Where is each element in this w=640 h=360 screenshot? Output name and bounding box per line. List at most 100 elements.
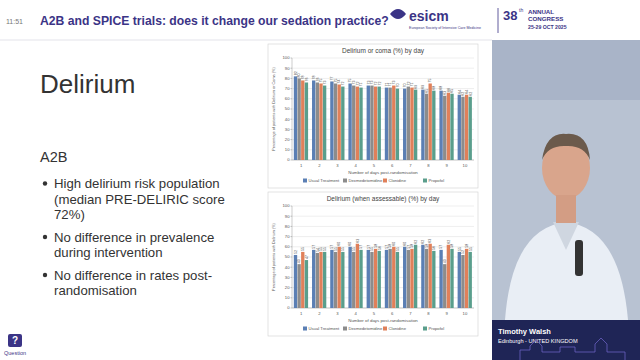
legend-swatch [383, 179, 387, 183]
y-tick-label: 40 [285, 265, 290, 270]
logo-name: esicm [409, 8, 449, 24]
x-tick-label: 2 [318, 311, 321, 316]
bar [403, 247, 406, 308]
legend-swatch [303, 327, 307, 331]
bar [319, 252, 322, 308]
data-label: 69 [414, 85, 418, 89]
x-tick-label: 7 [409, 311, 412, 316]
bar [425, 94, 428, 160]
bar [367, 250, 370, 308]
legend-label: Propofol [429, 326, 445, 331]
data-label: 55 [323, 247, 327, 251]
legend-swatch [343, 179, 347, 183]
microphone [575, 240, 583, 276]
data-label: 60 [392, 242, 396, 246]
bar [425, 249, 428, 308]
page: 11:51 A2B and SPICE trials: does it chang… [0, 0, 640, 360]
bar [316, 82, 319, 160]
y-tick-label: 50 [285, 254, 290, 259]
bar [447, 93, 450, 160]
bar [338, 85, 341, 160]
data-label: 72 [378, 82, 382, 86]
video-backdrop [492, 40, 640, 100]
bars [294, 76, 472, 160]
x-tick-label: 2 [318, 163, 321, 168]
bar [334, 252, 337, 308]
data-label: 56 [432, 246, 436, 250]
speaker-shirt [505, 222, 628, 320]
y-tick-label: 100 [283, 55, 291, 60]
data-label: 72 [341, 82, 345, 86]
data-label: 60 [348, 242, 352, 246]
bullet-dot [43, 181, 47, 185]
data-label: 65 [450, 89, 454, 93]
legend-label: Usual Treatment [309, 326, 341, 331]
x-tick-label: 8 [427, 311, 430, 316]
bar [378, 251, 381, 308]
legend-label: Clonidine [389, 178, 407, 183]
bar [301, 80, 304, 160]
bar [439, 250, 442, 308]
grid-line [292, 206, 474, 207]
bar [385, 88, 388, 160]
data-labels: 8280787678767573777574727573727173737272… [294, 71, 473, 95]
bars [294, 244, 472, 308]
x-tick-label: 9 [446, 163, 449, 168]
x-axis-label: Number of days post-randomisation [348, 318, 418, 323]
data-label: 57 [359, 245, 363, 249]
question-icon-bg [8, 334, 22, 347]
bar [410, 249, 413, 308]
data-label: 62 [469, 92, 473, 96]
speaker-panel [492, 40, 640, 360]
bullet-line: No difference in prevalence [54, 230, 214, 245]
data-label: 52 [461, 250, 465, 254]
y-tick-label: 90 [285, 214, 290, 219]
bar [294, 76, 297, 160]
x-tick-label: 3 [336, 163, 339, 168]
bar [301, 252, 304, 308]
bar [414, 90, 417, 160]
logo-edition-suffix: th [519, 7, 523, 13]
y-tick-label: 30 [285, 127, 290, 132]
speaker-name: Timothy Walsh [498, 327, 551, 336]
grid-line [292, 68, 474, 69]
logo-dates: 25-29 OCT 2025 [528, 24, 567, 30]
bar [458, 95, 461, 160]
y-tick-label: 40 [285, 117, 290, 122]
data-label: 55 [341, 247, 345, 251]
bar [443, 96, 446, 160]
x-tick-label: 4 [355, 311, 358, 316]
bar [352, 252, 355, 308]
bar [432, 251, 435, 308]
x-tick-label: 7 [409, 163, 412, 168]
bar [359, 250, 362, 308]
heading: Delirium [40, 69, 135, 99]
data-label: 75 [428, 79, 432, 83]
bar [341, 252, 344, 308]
bullet-line: 72%) [54, 207, 85, 222]
bar [403, 89, 406, 160]
y-tick-label: 70 [285, 86, 290, 91]
bar [407, 87, 410, 160]
bar [396, 89, 399, 160]
legend-label: Propofol [429, 178, 445, 183]
slide-title: A2B and SPICE trials: does it change our… [40, 14, 389, 28]
bar [370, 252, 373, 308]
bar [312, 80, 315, 160]
data-label: 56 [378, 246, 382, 250]
bullet-line: No difference in rates post- [54, 268, 212, 283]
chart: Delirium or coma (%) by day0102030405060… [268, 44, 478, 188]
bar [359, 88, 362, 160]
legend-swatch [343, 327, 347, 331]
subheading: A2B [40, 149, 67, 165]
y-tick-label: 20 [285, 137, 290, 142]
clock: 11:51 [6, 18, 23, 25]
chart: Delirium (when assessable) (%) by day010… [268, 192, 478, 336]
chart-title: Delirium or coma (%) by day [342, 47, 425, 55]
legend-label: Clonidine [389, 326, 407, 331]
x-axis-label: Number of days post-randomisation [348, 170, 418, 175]
y-tick-label: 10 [285, 295, 290, 300]
bullet-line: randomisation [54, 283, 137, 298]
data-label: 55 [352, 247, 356, 251]
data-label: 71 [359, 83, 363, 87]
